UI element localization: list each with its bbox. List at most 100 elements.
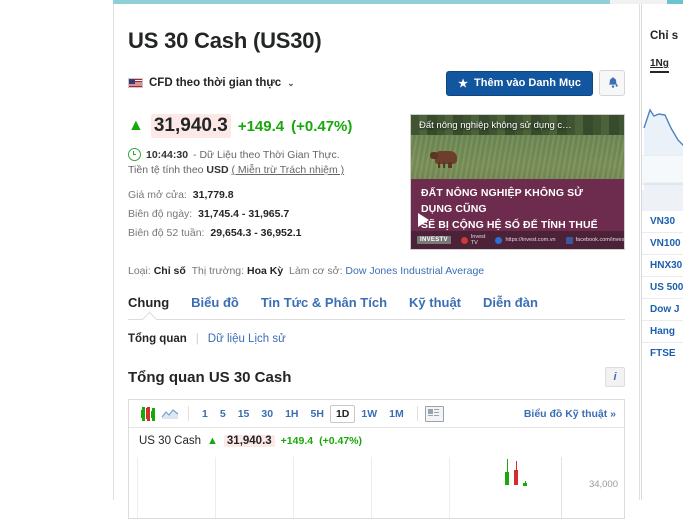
tab-ky-thuat[interactable]: Kỹ thuật [409, 295, 462, 310]
chart-y-axis [561, 457, 562, 518]
stat-value: 29,654.3 - 36,952.1 [210, 227, 302, 239]
sidebar-item-hnx30[interactable]: HNX30 [650, 260, 683, 271]
cow-figure [430, 151, 457, 168]
youtube-icon [460, 236, 468, 244]
stat-value: 31,745.4 - 31,965.7 [198, 208, 290, 220]
video-thumbnail[interactable]: Đất nông nghiệp không sử dụng c… ĐẤT NÔN… [410, 114, 625, 250]
sidebar-item-hang-seng[interactable]: Hang [650, 326, 675, 337]
timeframe-1h[interactable]: 1H [285, 407, 299, 420]
quote-block: ▲ 31,940.3 +149.4 (+0.47%) 10:44:30 - Dữ… [128, 114, 396, 250]
subtab-tong-quan[interactable]: Tổng quan [128, 333, 187, 345]
timeframe-5h[interactable]: 5H [310, 407, 324, 420]
candlestick-bar [514, 461, 518, 485]
technical-chart-link[interactable]: Biểu đồ Kỹ thuật » [523, 407, 616, 420]
add-to-watchlist-button[interactable]: ★ Thêm vào Danh Mục [446, 70, 593, 96]
chart-gridline [293, 457, 294, 518]
sidebar-list-header [642, 190, 683, 211]
currency-value: USD [206, 164, 229, 176]
timeframe-5[interactable]: 5 [219, 407, 226, 420]
candlestick-bar [523, 481, 527, 486]
chart-axis-label: 34,000 [588, 479, 618, 490]
instrument-subheader: CFD theo thời gian thực ⌄ ★ Thêm vào Dan… [128, 70, 625, 96]
price-change-percent: (+0.47%) [291, 117, 353, 135]
price-up-arrow-icon: ▲ [128, 117, 144, 134]
timeframe-30[interactable]: 30 [261, 407, 274, 420]
video-top-title: Đất nông nghiệp không sử dụng c… [419, 120, 572, 131]
price-change: +149.4 [237, 117, 285, 135]
us-flag-icon [128, 78, 143, 88]
info-icon[interactable]: i [605, 367, 625, 387]
cfd-realtime-dropdown[interactable]: CFD theo thời gian thực ⌄ [128, 77, 295, 89]
toolbar-separator [416, 406, 418, 421]
website-icon [495, 236, 503, 244]
last-price: 31,940.3 [150, 114, 231, 138]
line-chart-type-button[interactable] [159, 405, 181, 423]
chart-toolbar: 1 5 15 30 1H 5H 1D 1W 1M Biểu đồ Kỹ thuậ… [129, 400, 624, 428]
sidebar-item-vn100[interactable]: VN100 [650, 238, 681, 249]
subtab-separator: | [195, 333, 199, 345]
instrument-subtabs: Tổng quan | Dữ liệu Lịch sử [128, 333, 625, 345]
sidebar-item-us500[interactable]: US 500 [650, 282, 683, 293]
timeframe-1d[interactable]: 1D [329, 404, 356, 423]
chart-plot-area[interactable]: 34,000 [129, 457, 624, 518]
chart-legend-change-percent: (+0.47%) [319, 435, 362, 447]
video-footer-label: facebook.com/investvietnamtv [575, 237, 625, 243]
create-alert-button[interactable] [599, 70, 625, 96]
timeframe-1w[interactable]: 1W [361, 407, 378, 420]
sidebar-tab-label: 1Ng [650, 58, 669, 73]
tab-dien-dan[interactable]: Diễn đàn [483, 295, 538, 310]
meta-market-label: Thị trường: [191, 265, 245, 277]
page-loading-bar-end [667, 0, 683, 4]
quote-and-media: ▲ 31,940.3 +149.4 (+0.47%) 10:44:30 - Dữ… [128, 114, 625, 250]
main-content-column: US 30 Cash (US30) CFD theo thời gian thự… [113, 4, 640, 519]
stat-value: 31,779.8 [192, 189, 234, 201]
sidebar-item-ftse[interactable]: FTSE [650, 348, 676, 359]
video-footer-label: Invest TV [470, 234, 486, 246]
chart-legend-price: 31,940.3 [223, 435, 275, 447]
currency-label: Tiền tệ tính theo [128, 164, 204, 176]
stat-row: Giá mở cửa: 31,779.8 [128, 189, 396, 201]
sidebar-tab-1ng[interactable]: 1Ng [642, 58, 683, 73]
sidebar-item-vn30[interactable]: VN30 [650, 216, 676, 227]
price-row: ▲ 31,940.3 +149.4 (+0.47%) [128, 114, 396, 138]
tab-chung[interactable]: Chung [128, 295, 169, 319]
page-title: US 30 Cash (US30) [128, 28, 322, 53]
meta-base-link[interactable]: Dow Jones Industrial Average [345, 265, 485, 277]
line-chart-icon [161, 408, 179, 419]
timeframe-15[interactable]: 15 [237, 407, 250, 420]
meta-type-label: Loại: [128, 265, 151, 277]
stat-label: Biên độ ngày: [128, 208, 193, 220]
facebook-icon [565, 236, 573, 244]
stat-label: Giá mở cửa: [128, 189, 187, 201]
candlestick-chart-type-button[interactable] [137, 405, 159, 423]
video-footer-item: facebook.com/investvietnamtv [565, 236, 625, 244]
meta-market-value: Hoa Kỳ [247, 265, 284, 277]
chart-gridline [137, 457, 138, 518]
disclaimer-link[interactable]: ( Miễn trừ Trách nhiệm ) [231, 164, 345, 176]
tab-bieu-do[interactable]: Biểu đồ [191, 295, 239, 310]
video-footer-bar: INVESTV Invest TV https://invest.com.vn … [411, 231, 624, 249]
sidebar-item-dow-jones[interactable]: Dow J [650, 304, 680, 315]
toolbar-separator [188, 406, 189, 421]
timeframe-1m[interactable]: 1M [389, 407, 404, 420]
candlestick-icon [140, 406, 156, 421]
overview-section-header: Tổng quan US 30 Cash i [128, 367, 625, 387]
video-footer-item: https://invest.com.vn [495, 236, 556, 244]
chart-legend-change: +149.4 [280, 435, 314, 447]
video-caption-line1: ĐẤT NÔNG NGHIỆP KHÔNG SỬ DỤNG CŨNG [421, 187, 584, 215]
candlestick-bar [505, 459, 509, 485]
news-overlay-icon[interactable] [424, 405, 444, 422]
instrument-meta: Loại: Chỉ số Thị trường: Hoa Kỳ Làm cơ s… [128, 265, 625, 277]
sidebar-title: Chỉ s [650, 30, 679, 42]
overview-chart: 1 5 15 30 1H 5H 1D 1W 1M Biểu đồ Kỹ thuậ… [128, 399, 625, 519]
chart-legend-arrow-icon: ▲ [207, 435, 218, 447]
tab-tin-tuc-phan-tich[interactable]: Tin Tức & Phân Tích [260, 295, 388, 310]
quote-stats: Giá mở cửa: 31,779.8 Biên độ ngày: 31,74… [128, 189, 396, 239]
timeframe-1[interactable]: 1 [202, 407, 208, 420]
chart-gridline [371, 457, 372, 518]
cfd-label: CFD theo thời gian thực [149, 77, 282, 89]
subtab-du-lieu-lich-su[interactable]: Dữ liệu Lịch sử [207, 333, 286, 345]
stat-label: Biên độ 52 tuần: [128, 227, 205, 239]
play-icon[interactable] [418, 213, 429, 227]
stat-row: Biên độ ngày: 31,745.4 - 31,965.7 [128, 208, 396, 220]
